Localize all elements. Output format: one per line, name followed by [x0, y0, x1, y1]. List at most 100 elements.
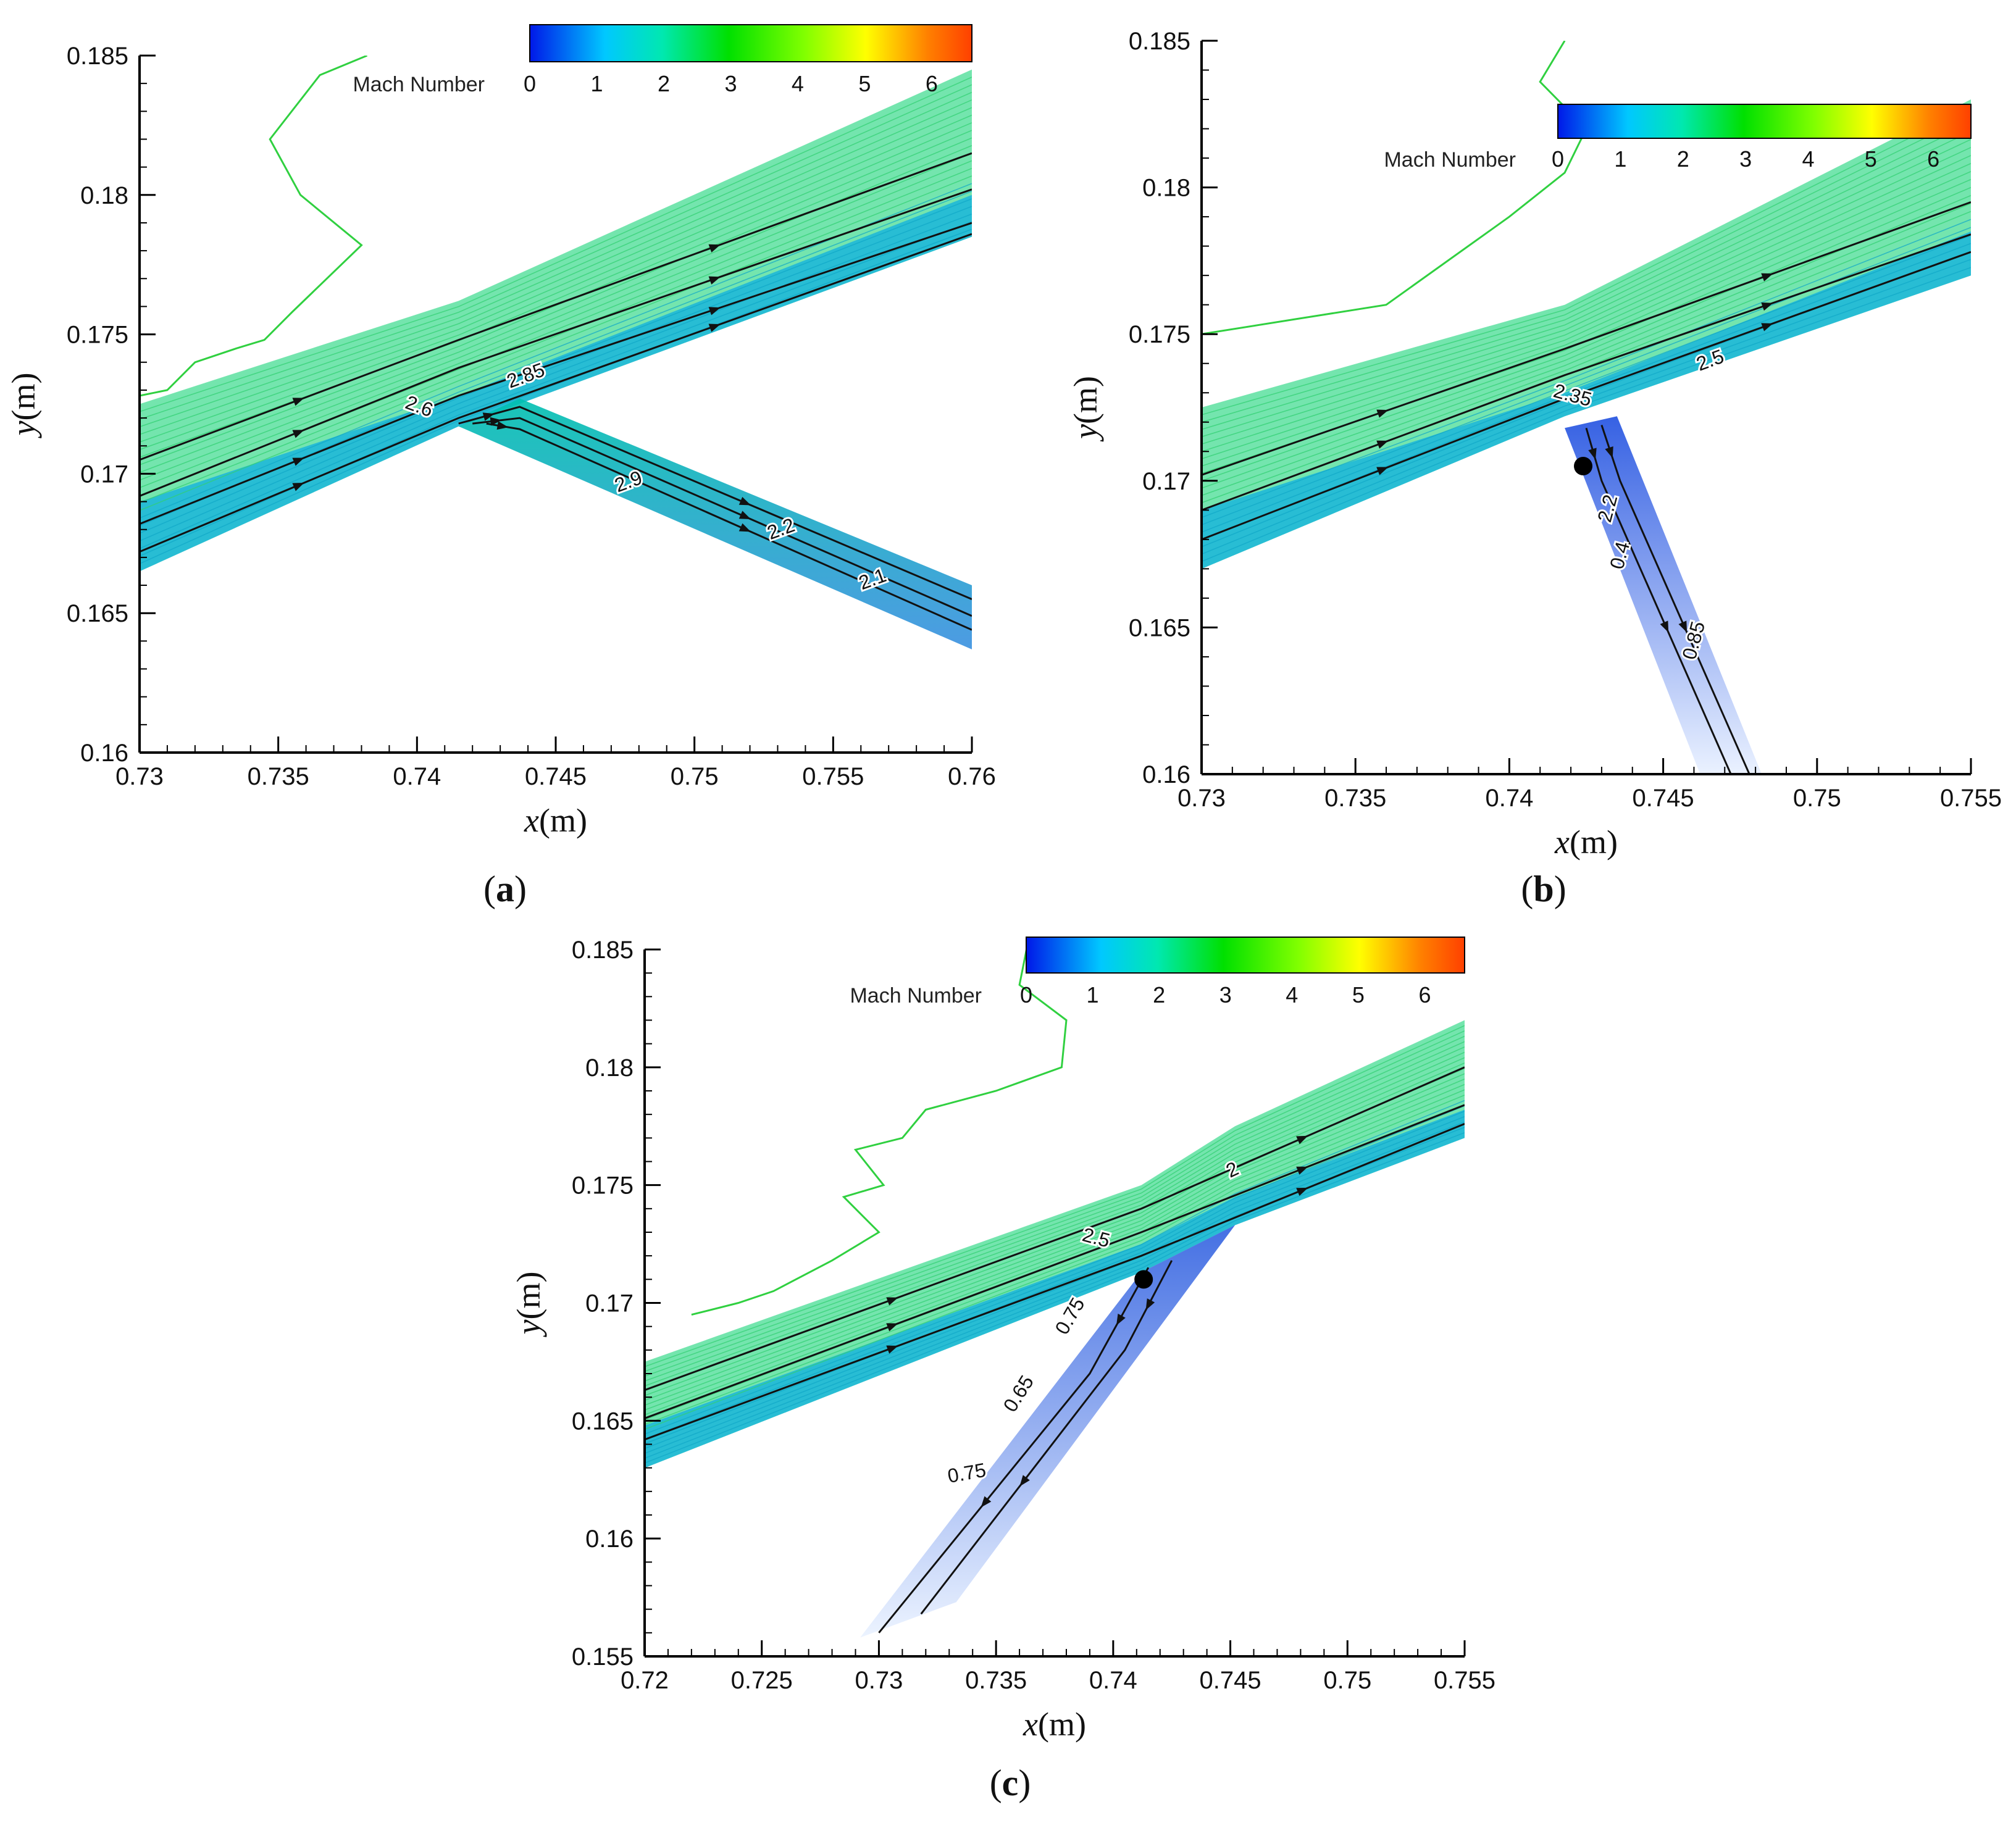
x-axis-label: x(m): [1023, 1706, 1086, 1743]
contour-line: [140, 206, 972, 541]
colorbar-tick-label: 2: [1677, 146, 1689, 172]
streamline: [645, 1066, 1465, 1392]
y-tick-label: 0.16: [80, 740, 128, 767]
streamline-arrow: [1588, 448, 1597, 460]
streamline-arrow: [1678, 620, 1688, 633]
x-tick-label: 0.755: [1940, 785, 2002, 812]
panel-tag: (c): [990, 1763, 1031, 1803]
streamline-arrow: [886, 1297, 898, 1306]
contour-line: [1202, 267, 1971, 562]
vortex-marker: [1574, 457, 1593, 476]
streamline-arrow: [981, 1496, 992, 1508]
contour-line: [1202, 162, 1971, 467]
contour-line: [140, 198, 972, 534]
streamline-arrow: [738, 496, 751, 506]
colorbar-tick-label: 4: [1802, 146, 1814, 172]
streamline: [472, 417, 972, 617]
y-tick-label: 0.18: [1142, 175, 1190, 202]
panel-b: 2.52.352.20.40.850.73 0.735 0.74 0.745 0.75 0…: [1067, 28, 2002, 909]
contour-line: [140, 84, 972, 420]
contour-line: [645, 1089, 1465, 1425]
contour-line: [1202, 186, 1971, 489]
branch-duct: [860, 1225, 1236, 1638]
streamline: [486, 422, 972, 631]
contour-line: [645, 1127, 1465, 1459]
streamline-arrow: [708, 323, 721, 332]
y-tick-label: 0.185: [572, 937, 634, 964]
contour-line: [140, 228, 972, 564]
contour-line: [645, 1041, 1465, 1382]
x-tick-label: 0.745: [1200, 1667, 1261, 1694]
streamline-arrow: [292, 430, 304, 438]
y-tick-label: 0.155: [572, 1643, 634, 1671]
x-tick-label: 0.735: [1324, 785, 1386, 812]
y-axis-var: y: [510, 1319, 547, 1337]
streamline-arrow: [738, 523, 751, 532]
contour-line: [140, 137, 972, 474]
contour-line: [1202, 139, 1971, 445]
x-axis-label: x(m): [1554, 824, 1618, 861]
colorbar: [529, 24, 972, 62]
contour-label: 0.65: [999, 1371, 1039, 1416]
streamline-arrow: [490, 417, 502, 426]
streamline: [458, 406, 972, 600]
contour-line: [645, 1079, 1465, 1416]
contour-line: [645, 1105, 1465, 1440]
streamline-arrow: [292, 483, 304, 491]
contour-line: [1202, 147, 1971, 453]
y-tick-label: 0.16: [1142, 761, 1190, 788]
contour-line: [140, 91, 972, 428]
streamline: [645, 1104, 1465, 1419]
streamline-arrow: [496, 421, 509, 430]
panel-tag-close: ): [1554, 869, 1566, 909]
colorbar-tick-label: 6: [926, 71, 938, 96]
x-axis-var: x: [524, 802, 539, 839]
panel-c: 22.50.750.650.750.72 0.725 0.73 0.735 0.74 0.…: [510, 937, 1495, 1803]
x-tick-label: 0.75: [671, 763, 719, 790]
y-tick-label: 0.17: [80, 461, 128, 488]
y-tick-label: 0.165: [572, 1408, 634, 1435]
streamline-arrow: [708, 244, 721, 252]
colorbar-tick-label: 2: [1153, 982, 1165, 1008]
y-axis-var: y: [5, 420, 42, 438]
x-axis-unit: (m): [1570, 824, 1618, 861]
streamline-arrow: [1761, 323, 1773, 332]
streamline: [140, 222, 972, 525]
panel-tag-close: ): [1018, 1763, 1031, 1803]
colorbar-tick-label: 5: [1352, 982, 1365, 1008]
x-tick-label: 0.745: [525, 763, 587, 790]
y-axis-unit: (m): [1067, 376, 1104, 424]
streamline: [140, 152, 972, 461]
contour-line: [1202, 115, 1971, 423]
contour-line: [140, 152, 972, 488]
contour-line: [1202, 155, 1971, 459]
x-tick-label: 0.76: [948, 763, 996, 790]
x-tick-label: 0.74: [1485, 785, 1533, 812]
colorbar-tick-label: 1: [1614, 146, 1626, 172]
x-tick-label: 0.73: [1177, 785, 1226, 812]
streamline-arrow: [1019, 1475, 1030, 1487]
contour-line: [140, 167, 972, 504]
contour-line: [645, 1095, 1465, 1430]
colorbar-tick-label: 6: [1927, 146, 1939, 172]
panel-tag-close: ): [514, 869, 527, 909]
x-tick-label: 0.74: [1089, 1667, 1137, 1694]
streamline-arrow: [1376, 409, 1389, 418]
x-tick-label: 0.75: [1323, 1667, 1371, 1694]
y-axis-label: y(m): [5, 373, 42, 439]
y-tick-label: 0.185: [1129, 28, 1190, 55]
x-tick-label: 0.755: [1434, 1667, 1495, 1694]
contour-line: [1202, 219, 1971, 518]
streamline-arrow: [738, 511, 751, 520]
y-axis-var: y: [1067, 424, 1104, 442]
contour-line: [1202, 178, 1971, 482]
colorbar-tick-label: 3: [1739, 146, 1752, 172]
freestream-contour: [1202, 41, 1587, 335]
contour-line: [140, 213, 972, 549]
streamline-arrow: [1376, 440, 1389, 449]
x-tick-label: 0.74: [393, 763, 441, 790]
y-tick-label: 0.165: [1129, 614, 1190, 641]
streamline-arrow: [1605, 446, 1613, 459]
contour-label: 0.85: [1678, 619, 1709, 662]
contour-line: [645, 1035, 1465, 1377]
